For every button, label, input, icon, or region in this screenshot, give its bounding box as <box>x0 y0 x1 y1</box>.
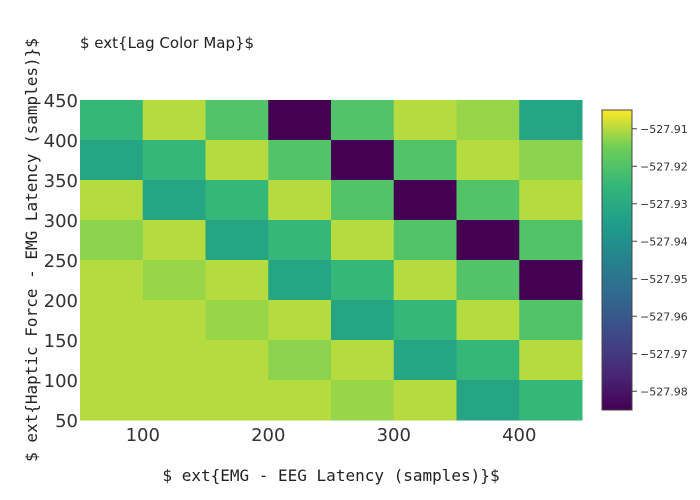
heatmap-cell <box>393 220 457 261</box>
heatmap-cell <box>519 380 583 421</box>
y-tick-label: 50 <box>55 411 78 432</box>
heatmap-cell <box>268 140 332 181</box>
heatmap-cell <box>519 220 583 261</box>
heatmap-cell <box>80 260 144 301</box>
x-tick-label: 400 <box>502 425 536 446</box>
y-tick-label: 100 <box>44 371 78 392</box>
heatmap-cell <box>268 300 332 341</box>
colorbar-tick-label: −527.96 <box>640 310 688 323</box>
heatmap-cell <box>331 380 395 421</box>
heatmap-cell <box>268 380 332 421</box>
x-tick-label: 100 <box>126 425 160 446</box>
heatmap-cell <box>393 300 457 341</box>
heatmap-cell <box>80 220 144 261</box>
heatmap-cell <box>331 100 395 141</box>
heatmap-cell <box>393 140 457 181</box>
heatmap-cell <box>205 380 269 421</box>
heatmap-cell <box>331 220 395 261</box>
heatmap-cell <box>393 380 457 421</box>
heatmap-cell <box>205 260 269 301</box>
heatmap-cell <box>142 300 206 341</box>
heatmap-cell <box>205 300 269 341</box>
colorbar-tick-label: −527.92 <box>640 160 688 173</box>
heatmap-cell <box>456 140 520 181</box>
x-tick-label: 200 <box>251 425 285 446</box>
heatmap-cell <box>331 260 395 301</box>
colorbar-tick-label: −527.98 <box>640 385 688 398</box>
heatmap-cell <box>456 180 520 221</box>
heatmap-cell <box>456 260 520 301</box>
y-tick-label: 350 <box>44 171 78 192</box>
heatmap-cell <box>80 140 144 181</box>
heatmap-cell <box>80 100 144 141</box>
heatmap-cell <box>268 220 332 261</box>
heatmap-cell <box>331 180 395 221</box>
heatmap-cell <box>519 180 583 221</box>
colorbar-tick-label: −527.95 <box>640 273 688 286</box>
y-tick-label: 150 <box>44 331 78 352</box>
heatmap-cell <box>456 100 520 141</box>
heatmap-cell <box>456 300 520 341</box>
heatmap-cell <box>268 260 332 301</box>
heatmap-cell <box>142 140 206 181</box>
heatmap-cell <box>519 300 583 341</box>
y-axis-label: $ ext{Haptic Force - EMG Latency (sample… <box>22 38 41 462</box>
colorbar: −527.91 −527.92 −527.93 −527.94 −527.95 −527.… <box>601 109 688 411</box>
heatmap-cell <box>268 180 332 221</box>
x-tick-label: 300 <box>377 425 411 446</box>
heatmap-cell <box>268 340 332 381</box>
heatmap-cell <box>142 220 206 261</box>
y-tick-label: 450 <box>44 91 78 112</box>
colorbar-tick-label: −527.97 <box>640 348 688 361</box>
heatmap-cell <box>393 340 457 381</box>
colorbar-tick-label: −527.94 <box>640 235 688 248</box>
heatmap-cell <box>393 180 457 221</box>
heatmap-cell <box>393 100 457 141</box>
y-tick-label: 300 <box>44 211 78 232</box>
heatmap-cell <box>80 380 144 421</box>
y-tick-label: 200 <box>44 291 78 312</box>
y-tick-label: 250 <box>44 251 78 272</box>
heatmap-cell <box>456 340 520 381</box>
heatmap-cell <box>456 220 520 261</box>
x-axis-label: $ ext{EMG - EEG Latency (samples)}$ <box>162 466 499 485</box>
heatmap-cell <box>205 340 269 381</box>
heatmap-cell <box>142 260 206 301</box>
heatmap-cell <box>205 140 269 181</box>
colorbar-tick-label: −527.91 <box>640 123 688 136</box>
y-tick-label: 400 <box>44 131 78 152</box>
heatmap-cell <box>456 380 520 421</box>
heatmap-cell <box>331 340 395 381</box>
heatmap-cell <box>519 140 583 181</box>
heatmap-cell <box>393 260 457 301</box>
x-axis-ticks: 100 200 300 400 <box>126 425 537 446</box>
heatmap-cell <box>331 140 395 181</box>
heatmap-cell <box>142 180 206 221</box>
chart-title: $ ext{Lag Color Map}$ <box>80 34 255 52</box>
heatmap-cell <box>331 300 395 341</box>
heatmap-cell <box>80 340 144 381</box>
heatmap-cell <box>519 260 583 301</box>
heatmap-cell <box>142 100 206 141</box>
colorbar-tick-label: −527.93 <box>640 198 688 211</box>
heatmap-cell <box>519 100 583 141</box>
colorbar-gradient <box>601 109 633 411</box>
y-axis-ticks: 50 100 150 200 250 300 350 400 450 <box>44 91 78 432</box>
heatmap-cell <box>205 180 269 221</box>
heatmap-cell <box>205 100 269 141</box>
heatmap-cell <box>205 220 269 261</box>
heatmap-cell <box>519 340 583 381</box>
heatmap-cell <box>80 300 144 341</box>
colorbar-ticks: −527.91 −527.92 −527.93 −527.94 −527.95 −527.… <box>632 123 688 398</box>
heatmap-cells <box>80 100 583 421</box>
heatmap-cell <box>80 180 144 221</box>
heatmap-cell <box>142 380 206 421</box>
heatmap-cell <box>268 100 332 141</box>
heatmap-cell <box>142 340 206 381</box>
